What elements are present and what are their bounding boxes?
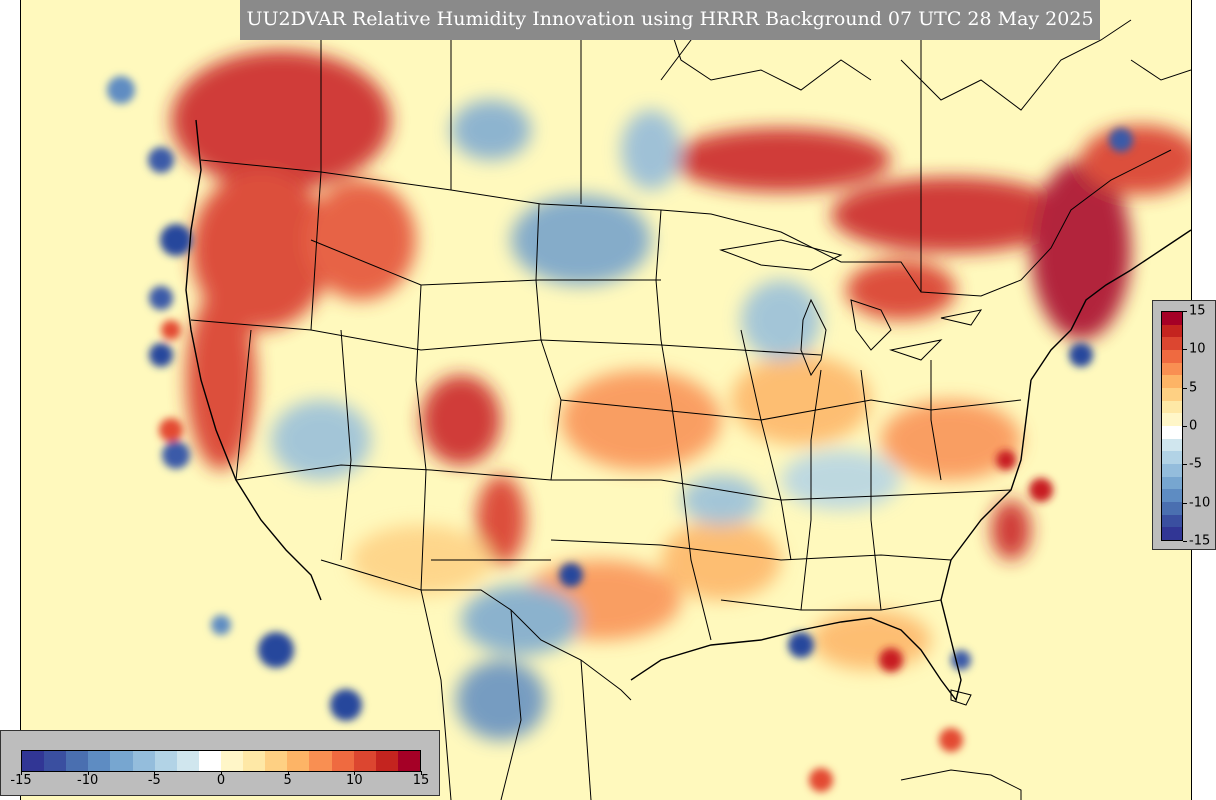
map-canvas [107, 0, 1191, 800]
colorbar-swatch [1162, 362, 1182, 376]
colorbar-swatch [88, 751, 111, 771]
colorbar-tick-label: 15 [412, 773, 430, 788]
innovation-field [171, 50, 1191, 740]
colorbar-swatch [243, 751, 266, 771]
colorbar-tick-mark [1183, 464, 1187, 466]
horizontal-colorbar: -15 -10 -5 0 5 10 15 [0, 730, 440, 796]
colorbar-swatch [176, 751, 199, 771]
colorbar-tick-label: 10 [1189, 341, 1206, 357]
colorbar-swatch [1162, 375, 1182, 389]
colorbar-swatch [1162, 476, 1182, 490]
colorbar-tick-mark [21, 771, 22, 775]
colorbar-tick-mark [1183, 349, 1187, 351]
political-boundaries [185, 0, 1191, 800]
colorbar-tick-label: -15 [10, 773, 32, 788]
colorbar-swatch [1162, 324, 1182, 338]
colorbar-swatch [1162, 502, 1182, 515]
colorbar-swatch [22, 751, 45, 771]
colorbar-swatch [1162, 489, 1182, 503]
colorbar-tick-mark [354, 771, 356, 775]
colorbar-tick-label: -10 [77, 773, 99, 788]
horizontal-colorbar-strip [21, 750, 421, 772]
colorbar-swatch [154, 751, 177, 771]
colorbar-swatch [375, 751, 398, 771]
colorbar-swatch [1162, 464, 1182, 477]
colorbar-swatch [198, 751, 221, 771]
vertical-colorbar: -15 -10 -5 0 5 10 15 [1152, 300, 1216, 550]
colorbar-tick-mark [1183, 311, 1187, 312]
colorbar-swatch [1162, 337, 1182, 351]
colorbar-tick-mark [287, 771, 289, 775]
colorbar-tick-mark [1183, 387, 1187, 389]
colorbar-swatch [1162, 312, 1182, 325]
colorbar-tick-label: 5 [283, 773, 292, 788]
colorbar-swatch [1162, 451, 1182, 465]
colorbar-tick-mark [1183, 502, 1187, 504]
colorbar-swatch [1162, 388, 1182, 401]
vertical-colorbar-strip [1161, 311, 1183, 541]
colorbar-swatch [287, 751, 310, 771]
colorbar-swatch [220, 751, 244, 771]
colorbar-tick-label: -5 [1189, 456, 1202, 472]
colorbar-tick-mark [421, 771, 422, 775]
colorbar-swatch [353, 751, 376, 771]
colorbar-tick-mark [221, 771, 222, 775]
colorbar-tick-label: -10 [1189, 495, 1211, 511]
colorbar-swatch [132, 751, 155, 771]
colorbar-tick-label: 0 [216, 773, 226, 788]
colorbar-swatch [44, 751, 67, 771]
map-title: UU2DVAR Relative Humidity Innovation usi… [240, 0, 1100, 40]
colorbar-tick-label: 10 [346, 773, 363, 788]
colorbar-swatch [1162, 527, 1182, 541]
colorbar-tick-mark [87, 771, 89, 775]
colorbar-swatch [309, 751, 332, 771]
colorbar-swatch [1162, 438, 1182, 452]
colorbar-swatch [1162, 400, 1182, 414]
colorbar-swatch [397, 751, 420, 771]
ocean-innovation-blobs [107, 76, 1133, 792]
colorbar-tick-label: -15 [1189, 533, 1211, 549]
colorbar-tick-label: 15 [1189, 303, 1206, 319]
colorbar-tick-mark [154, 771, 156, 775]
colorbar-tick-label: 0 [1189, 418, 1198, 434]
colorbar-tick-mark [1183, 426, 1187, 427]
colorbar-swatch [1162, 426, 1182, 439]
colorbar-swatch [1162, 413, 1182, 427]
colorbar-swatch [331, 751, 354, 771]
colorbar-tick-mark [1183, 541, 1187, 542]
colorbar-swatch [1162, 350, 1182, 363]
colorbar-swatch [265, 751, 288, 771]
colorbar-tick-label: 5 [1189, 380, 1198, 396]
colorbar-tick-label: -5 [147, 773, 161, 788]
colorbar-swatch [66, 751, 89, 771]
colorbar-swatch [110, 751, 133, 771]
humidity-map [20, 0, 1192, 800]
colorbar-swatch [1162, 514, 1182, 528]
